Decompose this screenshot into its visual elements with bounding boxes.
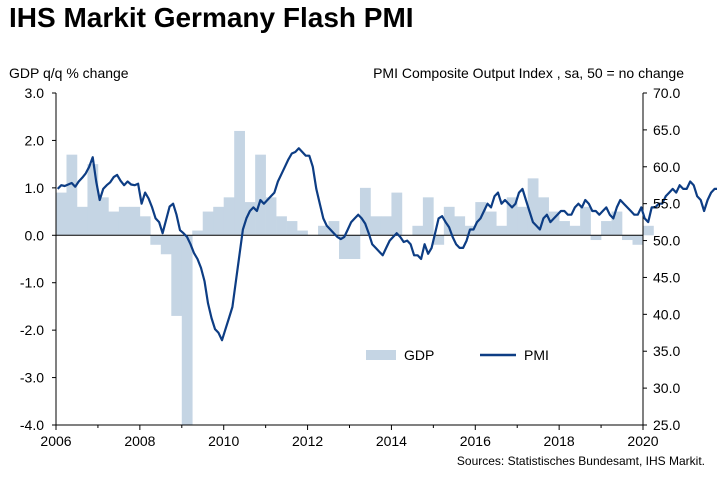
gdp-bar [527, 178, 539, 236]
gdp-bar [286, 221, 298, 236]
gdp-bar [66, 154, 78, 236]
left-tick-label: -2.0 [20, 322, 44, 338]
left-tick-label: 0.0 [25, 227, 45, 243]
gdp-bar [56, 192, 67, 236]
pmi-line [56, 147, 717, 342]
gdp-bar [202, 211, 214, 236]
legend-gdp-label: GDP [404, 347, 434, 363]
left-tick-label: -3.0 [20, 370, 44, 386]
gdp-bar [192, 230, 204, 236]
gdp-bar [622, 235, 633, 241]
gdp-bar [590, 235, 602, 241]
gdp-bar [244, 202, 256, 236]
right-axis-label: PMI Composite Output Index , sa, 50 = no… [373, 65, 684, 81]
tick-labels: 3.0 2.0 1.0 0.0 -1.0 -2.0 -3.0 -4.0 70.0 65.0 60.0… [20, 85, 681, 449]
gdp-bar [255, 154, 266, 236]
gdp-bars [56, 130, 654, 425]
legend: GDP PMI [366, 347, 549, 363]
left-tick-label: 2.0 [25, 132, 45, 148]
source-note: Sources: Statistisches Bundesamt, IHS Ma… [456, 454, 705, 468]
gdp-bar [328, 221, 340, 236]
axes [52, 92, 647, 430]
left-axis-label: GDP q/q % change [9, 65, 129, 81]
right-tick-label: 25.0 [653, 417, 680, 433]
gdp-bar [339, 235, 350, 259]
gdp-bar [517, 206, 528, 236]
legend-gdp-swatch [366, 350, 396, 360]
gdp-bar [129, 206, 141, 236]
gdp-bar [601, 221, 612, 236]
gdp-bar [485, 211, 497, 236]
gdp-bar [391, 192, 403, 236]
gdp-bar [580, 206, 591, 236]
gdp-bar [359, 187, 371, 236]
gdp-bar [506, 197, 518, 236]
gdp-bar [318, 225, 329, 236]
right-tick-label: 60.0 [653, 159, 680, 175]
right-tick-label: 50.0 [653, 233, 680, 249]
x-tick-label: 2014 [376, 433, 407, 449]
x-tick-label: 2012 [292, 433, 323, 449]
gdp-bar [370, 216, 382, 236]
gdp-bar [297, 230, 308, 236]
gdp-bar [265, 197, 277, 236]
gdp-bar [276, 216, 287, 236]
left-tick-label: -1.0 [20, 275, 44, 291]
right-tick-label: 55.0 [653, 196, 680, 212]
x-tick-label: 2016 [460, 433, 491, 449]
gdp-bar [139, 216, 151, 236]
gdp-bar [349, 235, 361, 259]
gdp-bar [160, 235, 172, 255]
x-tick-label: 2006 [40, 433, 71, 449]
gdp-bar [213, 206, 225, 236]
gdp-bar [234, 130, 245, 236]
legend-pmi-label: PMI [524, 347, 549, 363]
gdp-bar [643, 225, 654, 236]
gdp-bar [496, 225, 508, 236]
left-tick-label: -4.0 [20, 417, 44, 433]
left-tick-label: 1.0 [25, 180, 45, 196]
gdp-bar [181, 235, 193, 425]
right-tick-label: 65.0 [653, 122, 680, 138]
gdp-bar [433, 235, 445, 245]
x-tick-label: 2020 [627, 433, 658, 449]
right-tick-label: 35.0 [653, 343, 680, 359]
gdp-bar [223, 197, 235, 236]
gdp-bar [380, 216, 392, 236]
left-tick-label: 3.0 [25, 85, 45, 101]
x-tick-label: 2018 [544, 433, 575, 449]
gdp-bar [87, 164, 99, 236]
chart-title: IHS Markit Germany Flash PMI [9, 2, 414, 33]
gdp-bar [412, 225, 424, 236]
gdp-bar [454, 216, 466, 236]
gdp-bar [611, 211, 623, 236]
gdp-bar [548, 211, 560, 236]
gdp-bar [559, 221, 570, 236]
gdp-bar [569, 225, 581, 236]
gdp-bar [632, 235, 644, 245]
gdp-bar [150, 235, 162, 245]
gdp-bar [443, 206, 455, 236]
gdp-bar [108, 211, 120, 236]
right-tick-label: 45.0 [653, 269, 680, 285]
gdp-bar [118, 206, 130, 236]
x-tick-label: 2010 [208, 433, 239, 449]
right-tick-label: 70.0 [653, 85, 680, 101]
right-tick-label: 30.0 [653, 380, 680, 396]
gdp-bar [422, 197, 434, 236]
gdp-bar [538, 197, 549, 236]
x-tick-label: 2008 [124, 433, 155, 449]
gdp-bar [171, 235, 183, 316]
gdp-bar [97, 197, 109, 236]
right-tick-label: 40.0 [653, 306, 680, 322]
gdp-bar [76, 206, 88, 236]
